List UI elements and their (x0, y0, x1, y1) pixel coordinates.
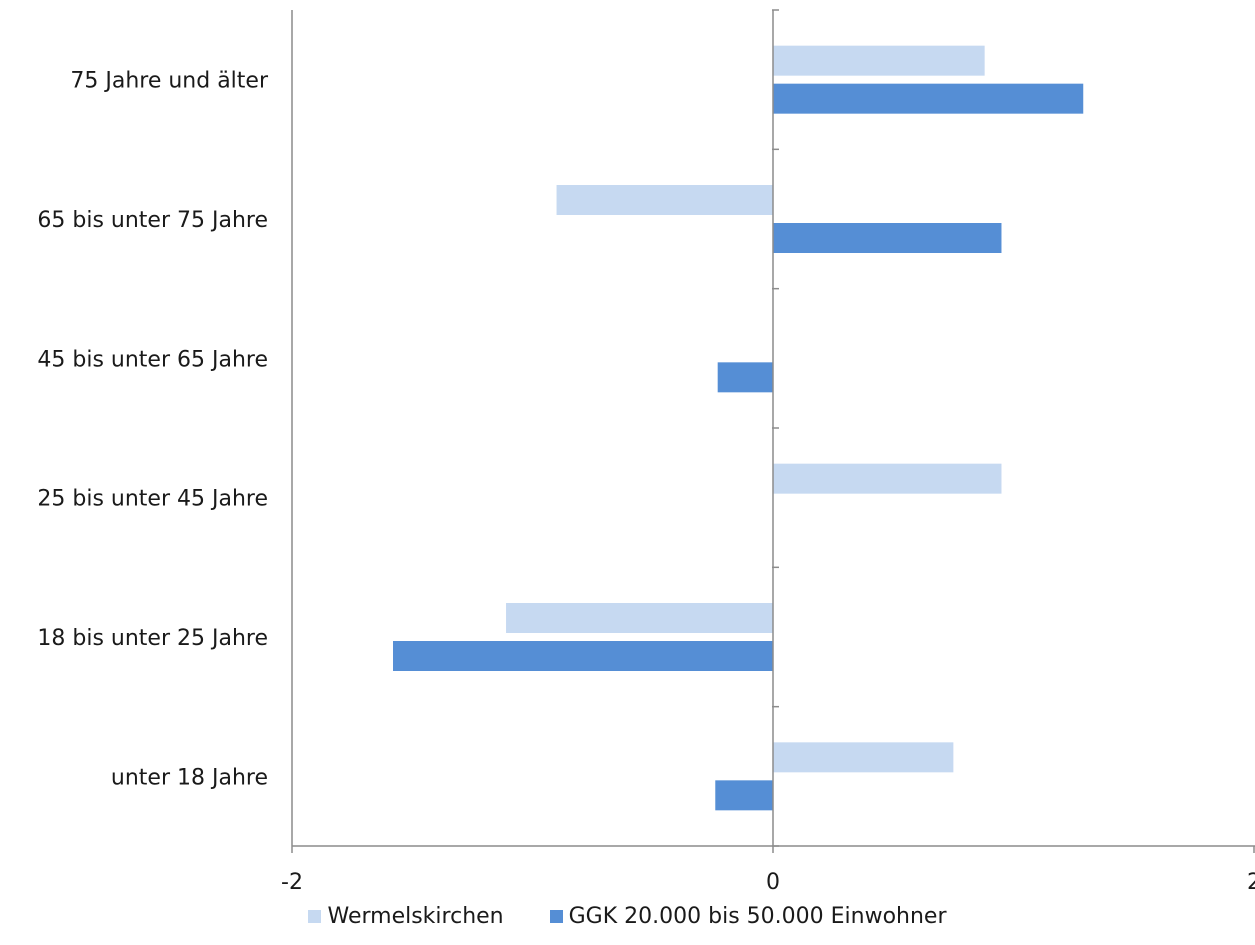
bars-layer (393, 45, 1084, 811)
category-labels: 75 Jahre und älter 65 bis unter 75 Jahre 4… (37, 69, 269, 791)
x-tick-labels: -2 0 2 (281, 870, 1255, 895)
legend-swatch-series-2 (549, 909, 563, 923)
bar-1-1 (773, 45, 985, 76)
legend-item-series-2: GGK 20.000 bis 50.000 Einwohner (549, 903, 947, 929)
legend-swatch-series-1 (308, 909, 322, 923)
category-label-5: 18 bis unter 25 Jahre (37, 626, 268, 651)
category-label-1: 75 Jahre und älter (70, 69, 269, 94)
axes-layer (291, 9, 1255, 853)
category-label-4: 25 bis unter 45 Jahre (37, 487, 268, 512)
x-tick-label-3: 2 (1247, 870, 1255, 895)
bar-1-2 (556, 185, 773, 215)
bar-2-6 (715, 780, 773, 811)
x-tick-label-1: -2 (281, 870, 303, 895)
bar-1-6 (773, 742, 954, 773)
category-label-2: 65 bis unter 75 Jahre (37, 208, 268, 233)
bar-1-4 (773, 463, 1002, 494)
bar-2-1 (773, 83, 1084, 114)
bar-2-2 (773, 223, 1002, 253)
category-label-6: unter 18 Jahre (111, 765, 268, 790)
bar-2-3 (717, 362, 773, 393)
bar-1-5 (506, 603, 773, 633)
x-tick-label-2: 0 (766, 870, 780, 895)
legend-label-series-2: GGK 20.000 bis 50.000 Einwohner (568, 903, 947, 929)
legend-label-series-1: Wermelskirchen (327, 903, 504, 929)
legend-item-series-1: Wermelskirchen (308, 903, 504, 929)
category-label-3: 45 bis unter 65 Jahre (37, 347, 268, 372)
legend: Wermelskirchen GGK 20.000 bis 50.000 Ein… (0, 896, 1255, 936)
bar-2-5 (393, 641, 773, 671)
